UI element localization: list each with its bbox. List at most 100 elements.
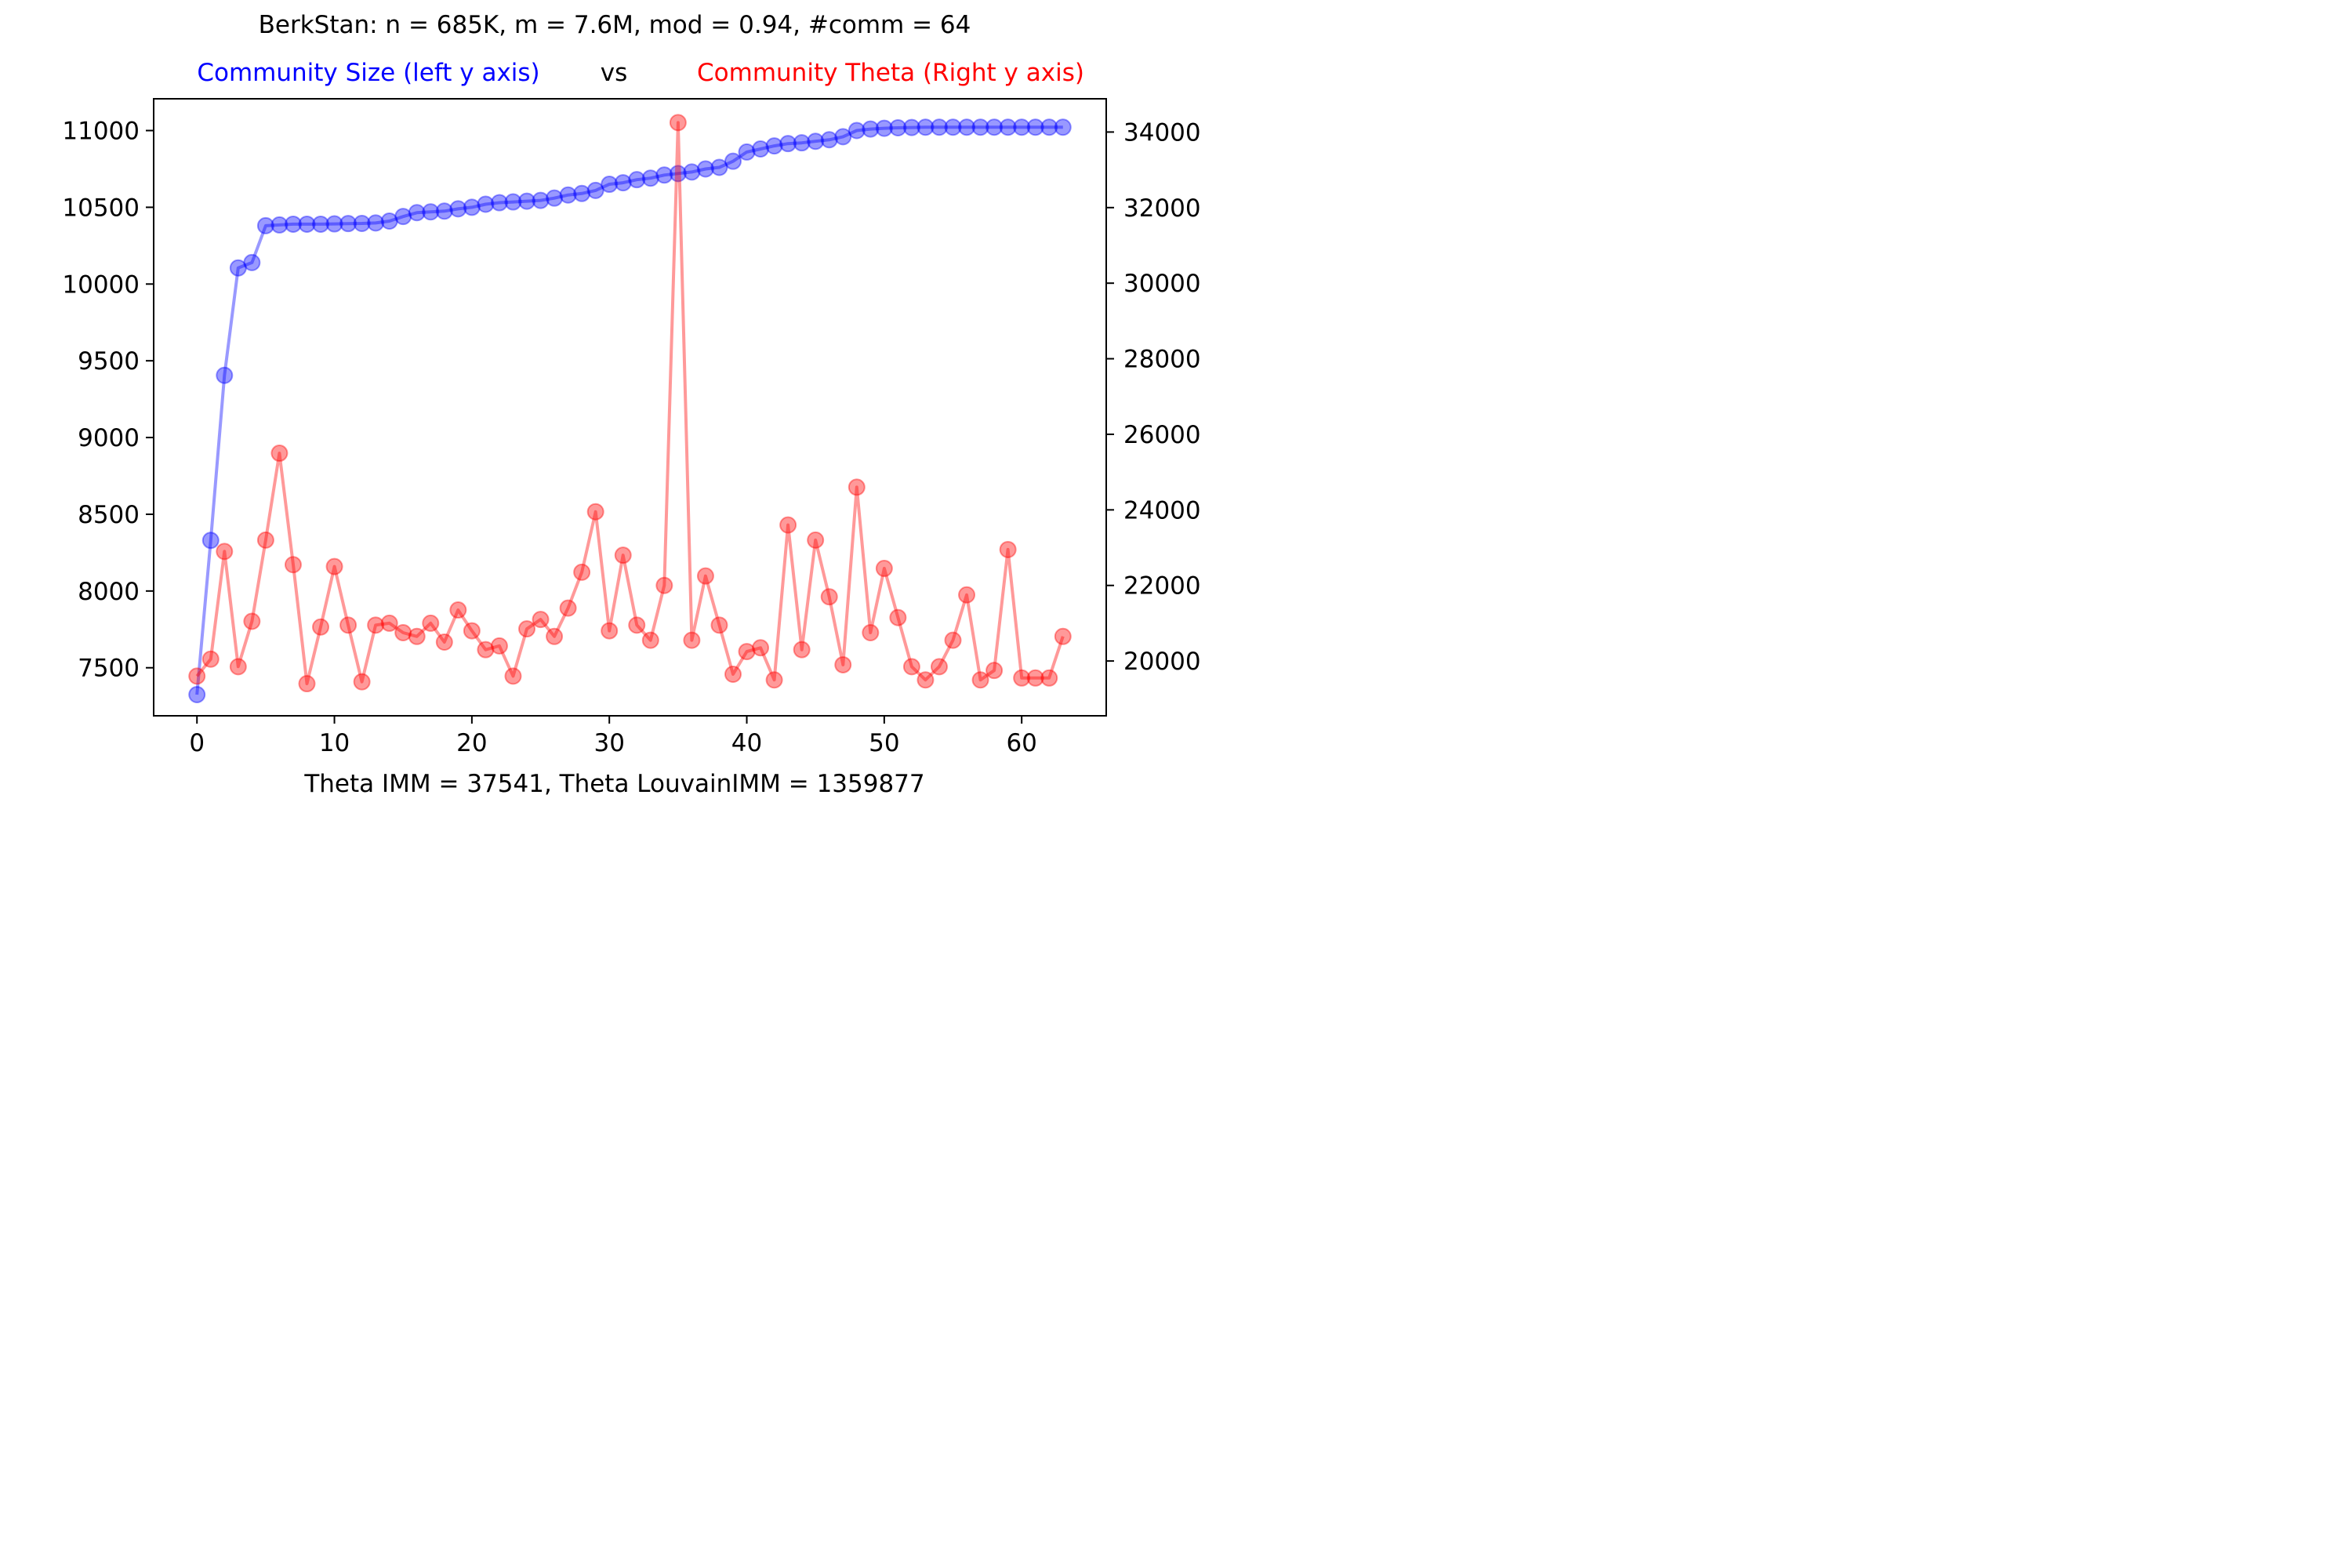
left-series-point: [985, 118, 1004, 136]
x-tick-label: 0: [189, 729, 205, 757]
right-series-point: [669, 114, 687, 132]
x-tick-label: 60: [1006, 729, 1036, 757]
x-tick-label: 40: [731, 729, 762, 757]
right-series-point: [435, 633, 453, 652]
left-series-point: [696, 160, 714, 178]
left-series-point: [532, 191, 550, 209]
left-y-tick-label: 11000: [62, 118, 140, 146]
left-series-point: [339, 215, 358, 233]
left-series-point: [518, 192, 536, 210]
x-tick-label: 10: [319, 729, 350, 757]
left-series-line: [195, 125, 1063, 695]
right-series-point: [1040, 669, 1058, 687]
x-tick-label: 50: [869, 729, 899, 757]
right-series-point: [1013, 669, 1031, 687]
left-y-tick-label: 9500: [78, 347, 140, 376]
left-series-point: [1040, 118, 1058, 136]
right-series-point: [641, 631, 659, 649]
left-series-point: [422, 203, 440, 221]
left-series-point: [504, 193, 522, 211]
left-series-point: [463, 198, 481, 216]
left-series-point: [752, 140, 770, 158]
right-series-point: [586, 503, 604, 521]
right-series-point: [930, 658, 948, 676]
x-axis-label: Theta IMM = 37541, Theta LouvainIMM = 13…: [303, 770, 924, 798]
right-series-point: [971, 671, 989, 689]
right-series-point: [216, 543, 234, 561]
right-series-point: [1026, 669, 1044, 687]
right-series-point: [339, 616, 358, 634]
left-series-point: [586, 181, 604, 199]
right-series-point: [862, 623, 880, 641]
left-series-point: [601, 176, 619, 194]
left-series-point: [380, 212, 398, 230]
right-series-point: [944, 631, 962, 649]
left-series-point: [490, 194, 508, 212]
right-series-point: [765, 671, 783, 689]
left-series-point: [944, 118, 962, 136]
left-series-point: [889, 119, 907, 137]
left-series-point: [793, 134, 811, 152]
right-series-point: [477, 641, 495, 659]
right-series-point: [188, 667, 206, 685]
left-series-point: [408, 204, 426, 222]
plot-frame: [153, 98, 1107, 717]
left-series-point: [848, 122, 866, 140]
right-series-point: [408, 627, 426, 645]
left-series-point: [930, 118, 948, 136]
right-series-point: [518, 620, 536, 638]
right-y-tick-label: 22000: [1123, 572, 1201, 601]
left-series-point: [284, 215, 302, 233]
subtitle-right-series: Community Theta (Right y axis): [697, 59, 1084, 87]
right-series-point: [353, 673, 371, 691]
right-y-tick-label: 28000: [1123, 346, 1201, 374]
right-series-point: [546, 627, 564, 645]
right-y-tick-label: 26000: [1123, 421, 1201, 449]
left-series-point: [971, 118, 989, 136]
right-series-point: [793, 641, 811, 659]
left-series-point: [902, 118, 920, 136]
right-series-point: [367, 616, 385, 634]
left-series-point: [367, 214, 385, 232]
right-series-point: [655, 576, 673, 594]
left-series-point: [669, 165, 687, 183]
right-series-point: [449, 601, 467, 619]
left-series-point: [325, 215, 343, 233]
right-y-tick-label: 20000: [1123, 648, 1201, 676]
left-series-point: [216, 366, 234, 384]
right-series-point: [807, 531, 825, 549]
axes: 0 10 20 30 40 50 60 7500 8000 8500 9000 9500 10000 10…: [62, 118, 1200, 757]
left-series-point: [256, 216, 274, 234]
left-series-point: [807, 132, 825, 151]
left-series-point: [229, 259, 247, 277]
right-series-point: [875, 560, 893, 578]
right-series-point: [834, 655, 852, 673]
right-series-point: [848, 478, 866, 496]
right-series-point: [601, 622, 619, 640]
left-series-point: [435, 202, 453, 220]
right-y-tick-label: 32000: [1123, 194, 1201, 223]
right-series-point: [559, 599, 577, 617]
right-series-point: [752, 639, 770, 657]
left-series-point: [999, 118, 1017, 136]
left-series-point: [958, 118, 976, 136]
right-series-point: [902, 658, 920, 676]
chart: BerkStan: n = 685K, m = 7.6M, mod = 0.94…: [62, 11, 1200, 798]
left-series-point: [270, 216, 289, 234]
left-series-point: [683, 163, 701, 181]
left-series-point: [834, 128, 852, 146]
left-series-point: [1013, 118, 1031, 136]
right-series-point: [422, 614, 440, 632]
right-y-tick-label: 34000: [1123, 118, 1201, 147]
right-series-point: [284, 556, 302, 574]
right-series-point: [532, 611, 550, 629]
right-y-tick-label: 24000: [1123, 496, 1201, 524]
right-series-point: [985, 662, 1004, 680]
right-series-point: [243, 612, 261, 630]
x-tick-label: 30: [593, 729, 624, 757]
right-series-point: [628, 616, 646, 634]
right-series-point: [312, 618, 330, 636]
left-y-tick-label: 10500: [62, 194, 140, 222]
left-y-tick-label: 9000: [78, 424, 140, 452]
right-series-point: [201, 650, 220, 668]
